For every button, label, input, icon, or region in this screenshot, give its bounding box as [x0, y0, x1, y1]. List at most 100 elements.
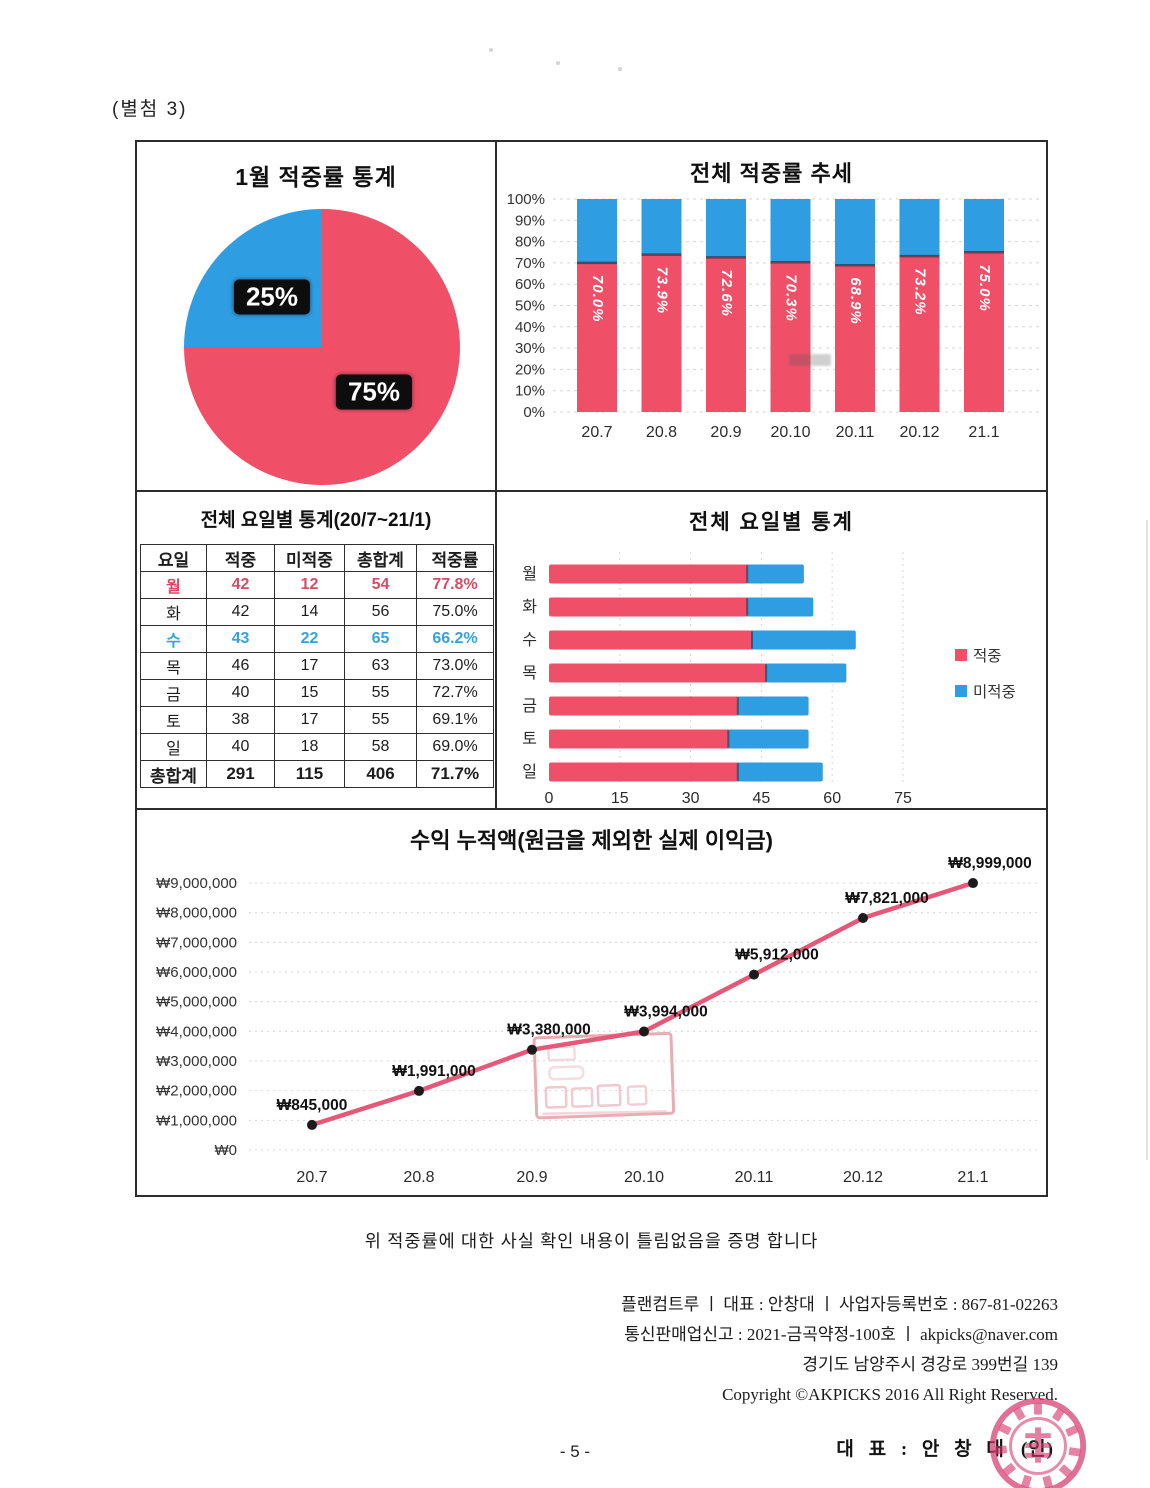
- panel-january-pie: 1월 적중률 통계 25% 75%: [137, 142, 497, 492]
- bar-segment-hit: [549, 630, 752, 650]
- x-category-label: 20.9: [710, 424, 741, 441]
- charts-board: 1월 적중률 통계 25% 75% 전체 적중률 추세 0% 10% 20% 30% 4…: [135, 140, 1048, 1197]
- table-cell: 73.0%: [416, 652, 494, 680]
- legend-label-miss: 미적중: [973, 684, 1016, 701]
- bar-segment-hit: [577, 262, 617, 412]
- bar-segment-hit: [549, 663, 767, 683]
- weekday-stats-table: 요일 적중 미적중 총합계 적중률 월 42 12 54 77.8% 화 42 14 56 75.0% 수 4…: [140, 544, 494, 788]
- table-row: 일 40 18 58 69.0%: [140, 733, 494, 761]
- table-row: 화 42 14 56 75.0%: [140, 598, 494, 626]
- profit-line-chart: ₩0 ₩1,000,000 ₩2,000,000 ₩3,000,000 ₩4,000,0…: [156, 855, 1039, 1186]
- x-tick-label: 20.9: [516, 1169, 547, 1186]
- table-title: 전체 요일별 통계(20/7~21/1): [200, 510, 432, 531]
- x-category-label: 20.10: [770, 424, 810, 441]
- y-category-label: 수: [522, 631, 537, 649]
- y-tick-label: ₩0: [215, 1142, 238, 1159]
- x-tick-label: 21.1: [957, 1169, 988, 1186]
- y-tick-label: 70%: [515, 255, 545, 272]
- y-category-label: 일: [522, 763, 537, 781]
- data-point-label: ₩5,912,000: [735, 947, 819, 964]
- data-point-marker: [639, 1026, 649, 1037]
- x-tick-label: 60: [823, 790, 841, 806]
- table-cell: 월: [140, 571, 207, 599]
- bar-segment-miss: [737, 762, 823, 782]
- panel-overall-trend: 전체 적중률 추세 0% 10% 20% 30% 40% 50% 60% 70% 80% 90% 1…: [497, 142, 1046, 492]
- scan-artifact: [789, 354, 831, 366]
- bar-segment-miss: [728, 729, 809, 749]
- y-category-label: 목: [522, 665, 537, 682]
- y-tick-label: ₩7,000,000: [156, 934, 237, 951]
- bar-segment-hit: [549, 762, 738, 782]
- y-tick-label: ₩3,000,000: [156, 1053, 237, 1070]
- bar-segment-miss: [835, 199, 875, 266]
- table-cell: 56: [344, 598, 417, 626]
- bar-value-label: 68.9%: [847, 277, 864, 325]
- table-cell: 15: [274, 679, 345, 707]
- bar-value-label: 72.6%: [718, 269, 735, 317]
- bar-segment-hit: [899, 256, 940, 412]
- y-tick-label: ₩4,000,000: [156, 1023, 237, 1040]
- line-chart-title: 수익 누적액(원금을 제외한 실제 이익금): [410, 828, 773, 853]
- table-cell: 17: [274, 652, 345, 680]
- table-body: 월 42 12 54 77.8% 화 42 14 56 75.0% 수 43 22 65 66.2% 목 46 1…: [140, 571, 494, 788]
- bar-segment-miss: [899, 199, 940, 257]
- table-cell: 71.7%: [416, 760, 494, 788]
- bar-value-label: 73.2%: [912, 268, 929, 316]
- bar-segment-miss: [706, 199, 746, 258]
- pie-slice: [184, 209, 322, 347]
- table-cell: 40: [206, 679, 275, 707]
- x-category-label: 20.12: [899, 424, 939, 441]
- bar-segment-miss: [737, 696, 809, 716]
- table-cell: 55: [344, 679, 417, 707]
- y-tick-label: ₩9,000,000: [156, 875, 237, 892]
- table-cell: 14: [274, 598, 345, 626]
- pie-chart: [184, 209, 460, 485]
- bar-value-label: 75.0%: [976, 264, 993, 312]
- legend-item-miss: 미적중: [955, 680, 1016, 702]
- bar-segment-hit: [835, 265, 875, 412]
- panel-weekday-table: 전체 요일별 통계(20/7~21/1) 요일 적중 미적중 총합계 적중률 월 42 12…: [137, 492, 497, 810]
- bar-segment-hit: [549, 597, 748, 617]
- y-category-label: 월: [522, 565, 537, 583]
- data-point-marker: [968, 878, 978, 889]
- data-point-label: ₩3,994,000: [624, 1004, 708, 1021]
- x-category-label: 21.1: [968, 424, 999, 441]
- x-tick-label: 45: [753, 790, 771, 806]
- y-tick-label: ₩6,000,000: [156, 964, 237, 981]
- table-row: 총합계 291 115 406 71.7%: [140, 760, 494, 788]
- table-row: 토 38 17 55 69.1%: [140, 706, 494, 734]
- table-cell: 75.0%: [416, 598, 494, 626]
- pie-slice-label-hit: 75%: [335, 374, 413, 410]
- data-point-marker: [858, 912, 868, 923]
- column-header: 적중: [206, 544, 275, 572]
- x-tick-label: 20.10: [624, 1169, 664, 1186]
- copyright-line: Copyright ©AKPICKS 2016 All Right Reserv…: [722, 1385, 1058, 1404]
- seal-ring-glyphs: [994, 1402, 1082, 1488]
- x-tick-label: 20.12: [843, 1169, 883, 1186]
- legend-item-hit: 적중: [955, 644, 1016, 666]
- bar-segment-miss: [770, 199, 811, 263]
- table-cell: 66.2%: [416, 625, 494, 653]
- pie-slice-label-miss: 25%: [233, 279, 311, 315]
- table-cell: 42: [206, 598, 275, 626]
- table-row: 금 40 15 55 72.7%: [140, 679, 494, 707]
- scan-speck: [489, 48, 493, 52]
- table-cell: 수: [140, 625, 207, 653]
- y-tick-label: 50%: [515, 298, 545, 315]
- table-cell: 금: [140, 679, 207, 707]
- table-row: 목 46 17 63 73.0%: [140, 652, 494, 680]
- scan-edge-line: [1146, 520, 1148, 1160]
- table-cell: 12: [274, 571, 345, 599]
- table-cell: 38: [206, 706, 275, 734]
- legend-swatch-hit: [955, 649, 967, 661]
- y-category-label: 토: [522, 731, 537, 748]
- bar-segment-hit: [706, 257, 746, 412]
- x-category-label: 20.8: [646, 424, 677, 441]
- column-header: 요일: [140, 544, 207, 572]
- bar-segment-hit: [549, 564, 748, 584]
- data-point-marker: [527, 1044, 537, 1055]
- stacked-column-chart: 0% 10% 20% 30% 40% 50% 60% 70% 80% 90% 100% 70.0% 20…: [507, 191, 1039, 441]
- table-cell: 43: [206, 625, 275, 653]
- data-point-label: ₩7,821,000: [845, 890, 929, 907]
